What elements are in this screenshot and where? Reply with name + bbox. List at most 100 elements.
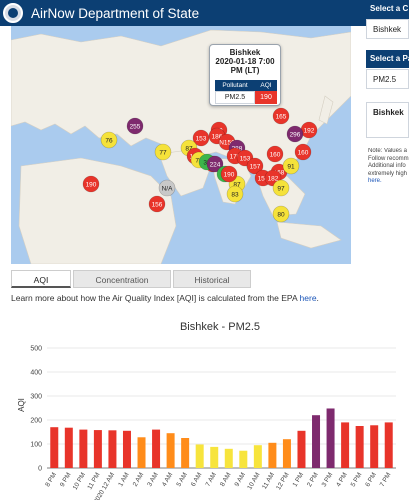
map-marker[interactable]: 80 [272, 205, 290, 223]
popup-datetime-line2: PM (LT) [230, 66, 260, 75]
map-marker-dot[interactable] [158, 179, 176, 197]
map-marker[interactable]: 160 [266, 145, 284, 163]
map-marker-dot[interactable] [294, 143, 312, 161]
map-marker-label: 76 [105, 138, 113, 145]
map-marker-label: 77 [159, 150, 167, 157]
map-marker-dot[interactable] [100, 131, 118, 149]
map-marker-dot[interactable] [206, 155, 224, 173]
land-islands [276, 221, 342, 249]
chart-bar[interactable] [181, 438, 190, 468]
map-marker-dot[interactable] [82, 175, 100, 193]
chart-bar[interactable] [108, 430, 117, 468]
chart-bar[interactable] [64, 427, 73, 468]
select-city-heading: Select a C [366, 0, 409, 18]
note-here-link[interactable]: here. [368, 178, 382, 185]
map-marker-dot[interactable] [246, 157, 264, 175]
map-marker-label: 176 [230, 154, 241, 161]
map-markers[interactable]: 1651922962551537619019186153877718178322… [82, 107, 318, 223]
chart-grid: 0 100 200 300 400 500 [30, 346, 396, 473]
x-tick-label: 6 PM [364, 472, 378, 489]
map-marker-label: 255 [130, 124, 141, 131]
chart-bar[interactable] [137, 437, 146, 468]
select-city-dropdown[interactable]: Bishkek [366, 19, 409, 39]
map-marker[interactable]: 296 [286, 125, 304, 143]
chart-bar[interactable] [122, 430, 131, 468]
city-card-title: Bishkek [366, 102, 409, 138]
map-marker[interactable]: 97 [272, 179, 290, 197]
tab-historical[interactable]: Historical [173, 270, 251, 288]
map-marker-dot[interactable] [266, 145, 284, 163]
y-tick-label: 200 [30, 418, 42, 425]
map-marker-dot[interactable] [226, 185, 244, 203]
chart-bar[interactable] [239, 450, 248, 468]
map-marker[interactable]: 156 [148, 195, 166, 213]
x-tick-label: 10 PM [72, 472, 87, 492]
chart-bar[interactable] [282, 439, 291, 468]
map-marker-dot[interactable] [286, 125, 304, 143]
chart-bar[interactable] [79, 429, 88, 468]
x-tick-label: 1 AM [117, 472, 130, 488]
map-marker[interactable]: 76 [100, 131, 118, 149]
x-tick-label: 3 PM [321, 472, 335, 489]
map-marker[interactable]: 83 [226, 185, 244, 203]
map-marker-label: 91 [287, 164, 295, 171]
map-marker[interactable]: 77 [154, 143, 172, 161]
map-marker[interactable]: 255 [126, 117, 144, 135]
chart-bar[interactable] [195, 444, 204, 468]
map-marker-dot[interactable] [126, 117, 144, 135]
map-marker-dot[interactable] [272, 205, 290, 223]
map-marker[interactable]: 153 [192, 129, 210, 147]
popup-pollutant-value: PM2.5 [215, 91, 255, 104]
map-marker-label: 160 [298, 150, 309, 157]
chart-bar[interactable] [384, 422, 393, 468]
chart-bar[interactable] [166, 433, 175, 468]
tab-concentration[interactable]: Concentration [73, 270, 171, 288]
chart-bar[interactable] [50, 427, 59, 468]
chart-bar[interactable] [152, 429, 161, 468]
chart-bar[interactable] [210, 446, 219, 468]
chart-bar[interactable] [297, 430, 306, 468]
chart-bar[interactable] [341, 422, 350, 468]
map-marker[interactable]: 157 [246, 157, 264, 175]
map-marker-dot[interactable] [148, 195, 166, 213]
x-tick-label: 4 AM [161, 472, 174, 488]
chart-bar[interactable] [268, 442, 277, 468]
map-marker-dot[interactable] [154, 143, 172, 161]
chart-bar[interactable] [312, 415, 321, 468]
x-tick-label: 7 PM [379, 472, 393, 489]
note-line: Follow recomm [368, 155, 409, 162]
map-marker[interactable]: 190 [220, 165, 238, 183]
map-marker-dot[interactable] [272, 179, 290, 197]
chart-bar[interactable] [93, 430, 102, 468]
aqi-map[interactable]: 1651922962551537619019186153877718178322… [11, 26, 351, 264]
popup-header-pollutant: Pollutant [215, 80, 255, 91]
x-tick-label: 2 AM [132, 472, 145, 488]
map-marker-dot[interactable] [282, 157, 300, 175]
chart-bar[interactable] [355, 426, 364, 468]
map-marker-label: 157 [250, 164, 261, 171]
map-marker-dot[interactable] [192, 129, 210, 147]
select-parameter-dropdown[interactable]: PM2.5 [366, 69, 409, 89]
epa-here-link[interactable]: here [299, 293, 317, 303]
map-marker-dot[interactable] [220, 165, 238, 183]
y-tick-label: 100 [30, 442, 42, 449]
map-marker[interactable]: 224 [206, 155, 224, 173]
x-tick-label: 8 PM [44, 472, 58, 489]
map-marker[interactable]: 160 [294, 143, 312, 161]
map-marker[interactable]: 165 [272, 107, 290, 125]
land-africa [18, 157, 177, 264]
map-marker-label: 182 [268, 176, 279, 183]
x-tick-label: 7 AM [204, 472, 217, 488]
chart-bar[interactable] [326, 408, 335, 468]
map-marker[interactable]: 192 [300, 121, 318, 139]
map-marker-dot[interactable] [272, 107, 290, 125]
map-canvas[interactable]: 1651922962551537619019186153877718178322… [11, 26, 351, 264]
chart-bar[interactable] [224, 448, 233, 468]
tab-aqi[interactable]: AQI [11, 270, 71, 288]
chart-bar[interactable] [253, 445, 262, 468]
map-marker[interactable]: 91 [282, 157, 300, 175]
map-marker[interactable]: N/A [158, 179, 176, 197]
x-tick-label: 9 PM [59, 472, 73, 489]
map-marker[interactable]: 190 [82, 175, 100, 193]
chart-bar[interactable] [370, 425, 379, 468]
